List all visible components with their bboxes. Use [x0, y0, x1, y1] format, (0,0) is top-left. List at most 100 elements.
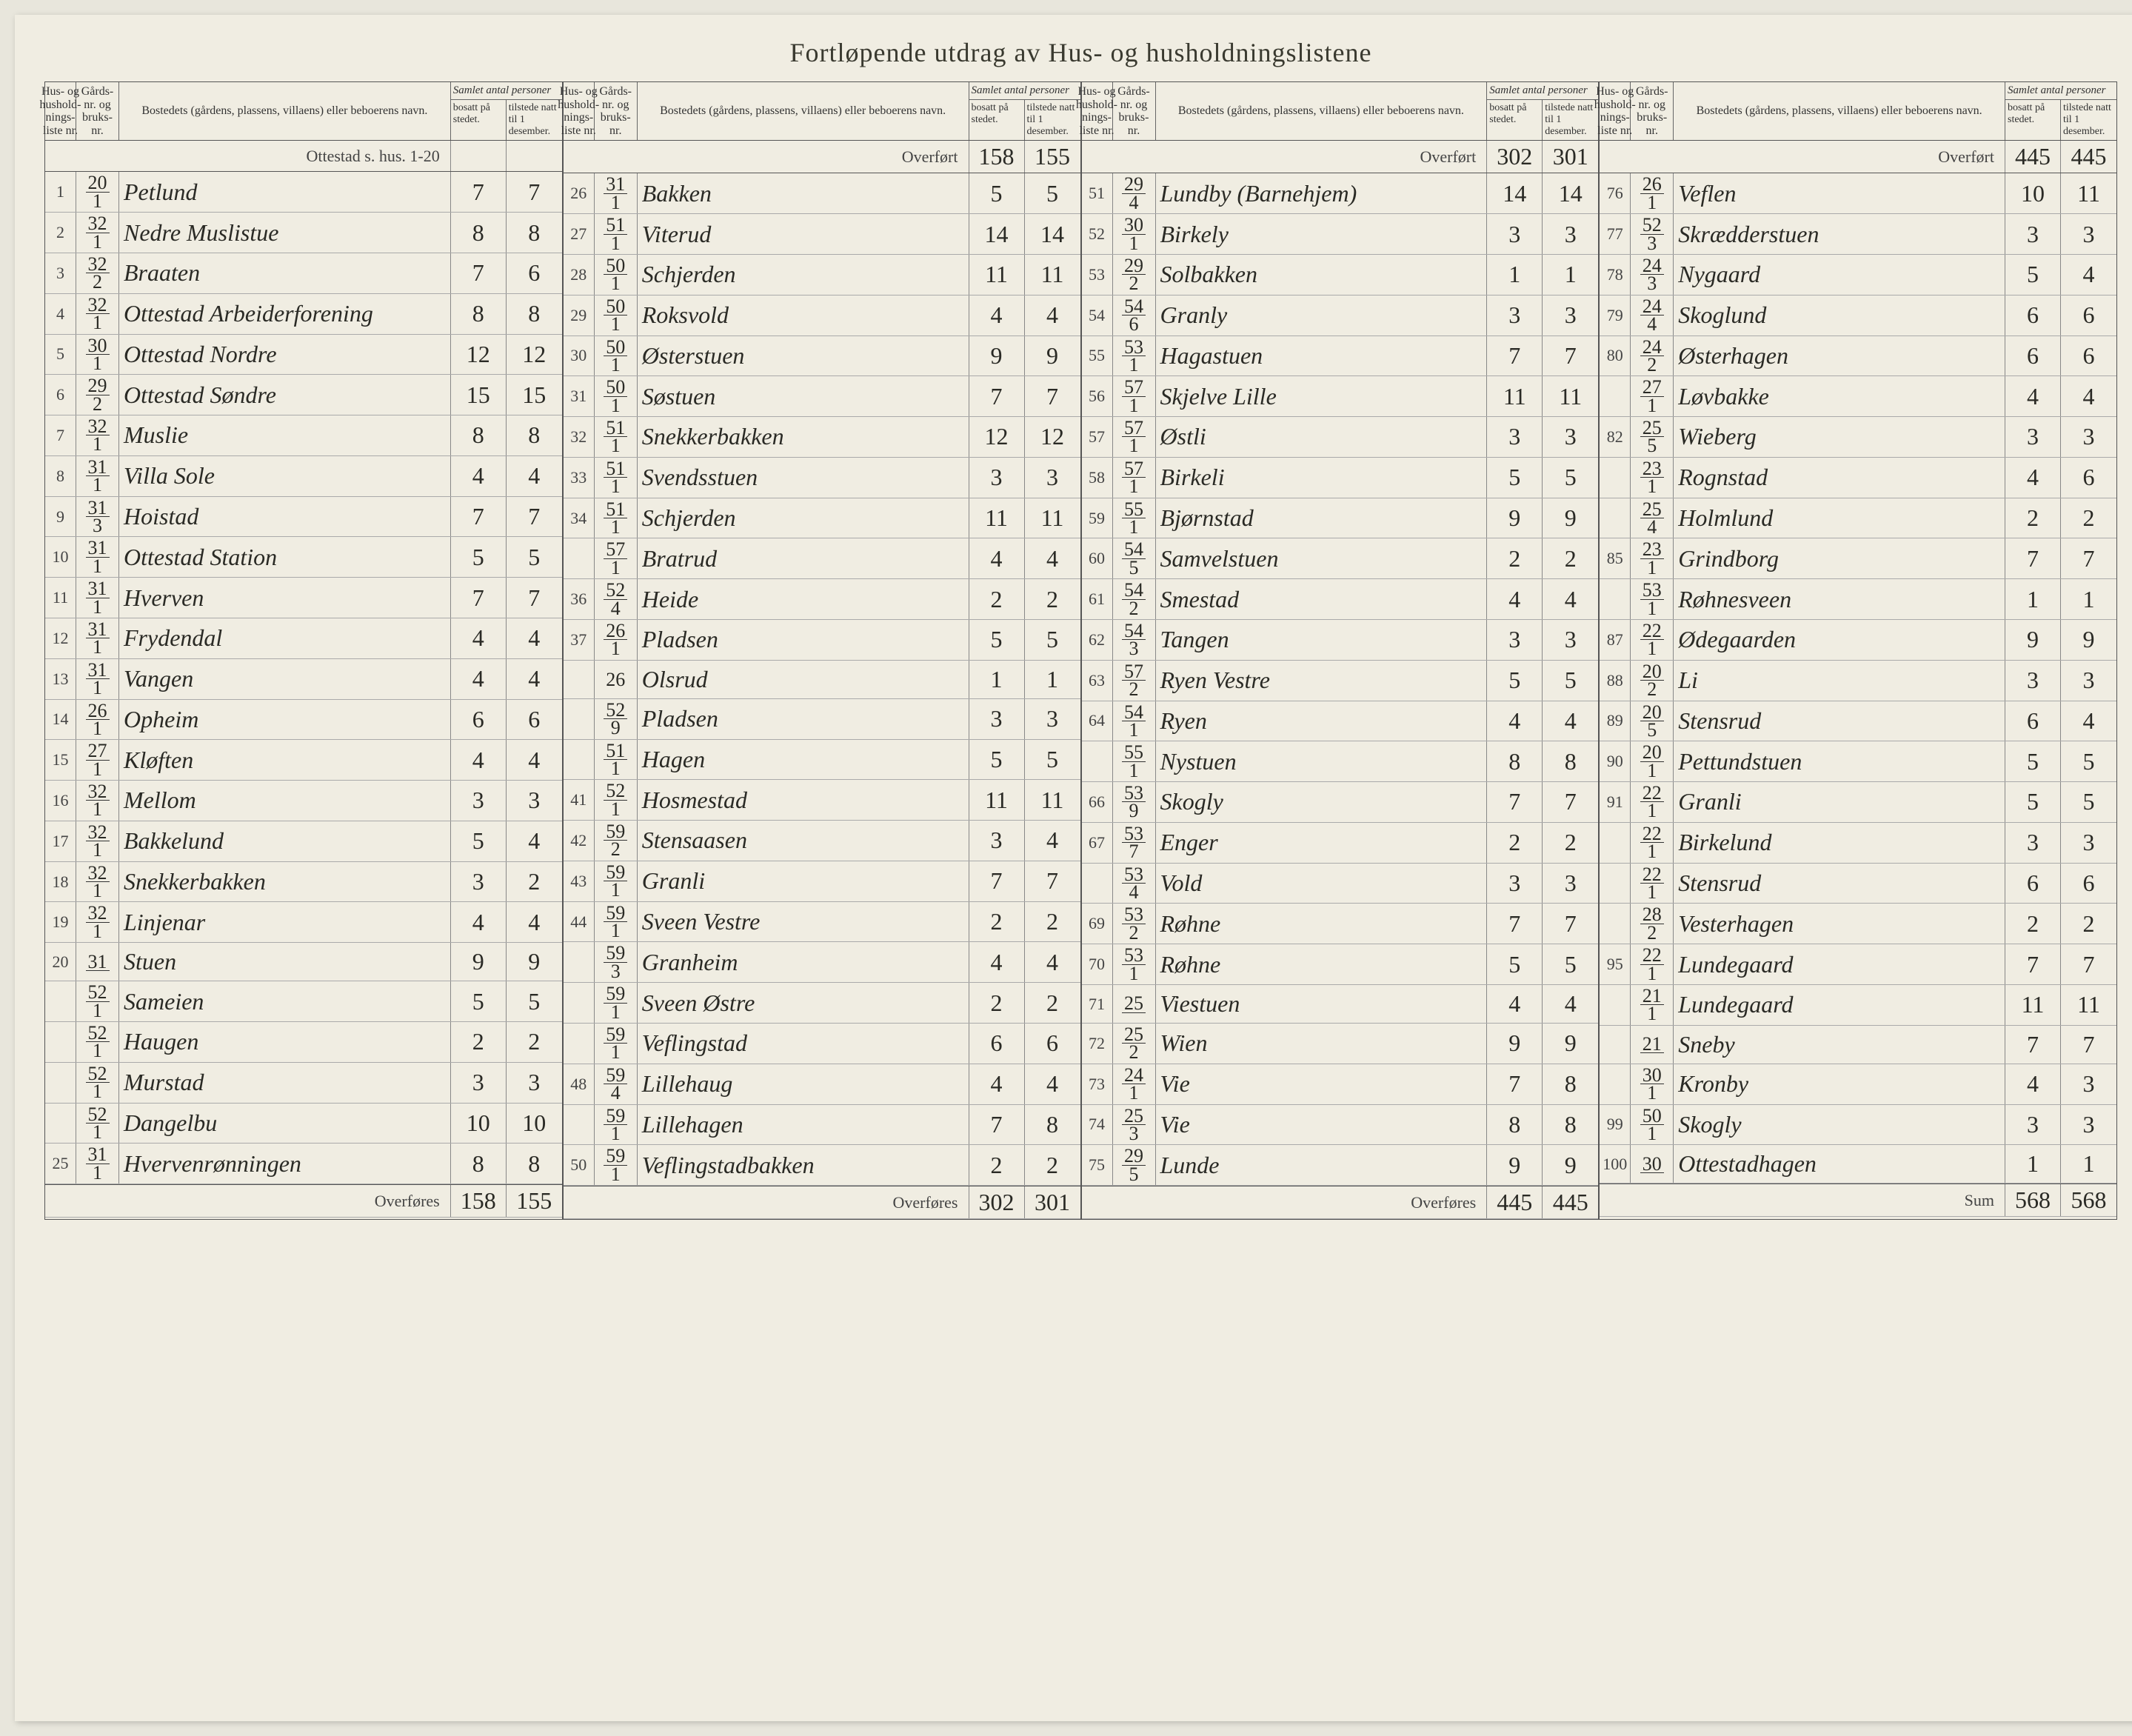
row-number: 32	[564, 417, 595, 457]
bosatt-count: 10	[451, 1104, 507, 1144]
row-number: 20	[45, 943, 76, 981]
bosatt-count: 5	[969, 173, 1025, 213]
row-number: 42	[564, 821, 595, 861]
gards-bruks-nr: 25	[1113, 985, 1156, 1023]
tilstede-count: 7	[507, 497, 562, 537]
census-row: 29 501 Roksvold 4 4	[564, 296, 1080, 336]
gards-bruks-nr: 501	[595, 376, 638, 416]
census-row: 79 244 Skoglund 6 6	[1600, 296, 2116, 336]
census-row: 69 532 Røhne 7 7	[1082, 904, 1599, 944]
tilstede-count: 3	[1543, 296, 1598, 335]
row-number: 90	[1600, 741, 1631, 781]
tilstede-count: 3	[1543, 214, 1598, 254]
column-header: Hus- og hushold-nings-liste nr. Gårds-nr…	[1600, 82, 2116, 141]
census-row: 254 Holmlund 2 2	[1600, 498, 2116, 539]
bosted-name: Ryen	[1156, 701, 1488, 741]
gards-bruks-nr: 221	[1631, 782, 1674, 822]
row-number: 79	[1600, 296, 1631, 335]
gards-bruks-nr: 523	[1631, 214, 1674, 254]
bosted-name: Schjerden	[638, 255, 969, 295]
bosted-name: Hagastuen	[1156, 336, 1488, 376]
gards-bruks-nr: 511	[595, 417, 638, 457]
tilstede-count: 7	[1543, 782, 1598, 822]
row-number: 72	[1082, 1024, 1113, 1064]
bosted-name: Mellom	[119, 781, 451, 821]
row-number: 7	[45, 415, 76, 455]
gards-bruks-nr: 321	[76, 781, 119, 821]
row-number: 100	[1600, 1145, 1631, 1183]
census-row: 76 261 Veflen 10 11	[1600, 173, 2116, 214]
row-number: 88	[1600, 661, 1631, 701]
bosatt-count: 6	[451, 700, 507, 740]
bosted-name: Ottestad Nordre	[119, 335, 451, 375]
bosatt-count: 2	[969, 902, 1025, 942]
bosted-name: Pladsen	[638, 620, 969, 660]
bosatt-count: 2	[2005, 904, 2061, 944]
row-number: 9	[45, 497, 76, 537]
tilstede-count: 4	[1543, 985, 1598, 1023]
tilstede-count: 8	[507, 294, 562, 334]
tilstede-count: 2	[2061, 498, 2116, 538]
row-number	[45, 1022, 76, 1062]
bosted-name: Petlund	[119, 172, 451, 212]
hdr-samlet: Samlet antal personer bosatt på stedet. …	[2005, 82, 2116, 140]
tilstede-count: 4	[507, 740, 562, 780]
gards-bruks-nr: 205	[1631, 701, 1674, 741]
bosted-name: Ottestad Station	[119, 537, 451, 577]
census-row: 221 Stensrud 6 6	[1600, 864, 2116, 904]
row-number	[1600, 985, 1631, 1025]
bosatt-count: 3	[1487, 417, 1543, 457]
row-number	[1600, 864, 1631, 904]
census-row: 57 571 Østli 3 3	[1082, 417, 1599, 458]
gards-bruks-nr: 271	[1631, 376, 1674, 416]
census-row: 100 30 Ottestadhagen 1 1	[1600, 1145, 2116, 1184]
census-row: 271 Løvbakke 4 4	[1600, 376, 2116, 417]
census-row: 531 Røhnesveen 1 1	[1600, 579, 2116, 620]
bosatt-count: 11	[2005, 985, 2061, 1025]
hdr-gards: Gårds-nr. og bruks-nr.	[1113, 82, 1156, 140]
census-row: 48 594 Lillehaug 4 4	[564, 1064, 1080, 1105]
census-row: 61 542 Smestad 4 4	[1082, 579, 1599, 620]
row-number: 66	[1082, 782, 1113, 822]
bosted-name: Skoglund	[1674, 296, 2005, 335]
hdr-liste: Hus- og hushold-nings-liste nr.	[1082, 82, 1113, 140]
tilstede-count: 1	[2061, 579, 2116, 619]
row-number: 30	[564, 336, 595, 376]
row-number: 89	[1600, 701, 1631, 741]
bosted-name: Murstad	[119, 1063, 451, 1103]
gards-bruks-nr: 531	[1113, 944, 1156, 984]
bosatt-count: 5	[1487, 944, 1543, 984]
gards-bruks-nr: 311	[595, 173, 638, 213]
census-row: 67 537 Enger 2 2	[1082, 823, 1599, 864]
bosatt-count: 3	[451, 781, 507, 821]
gards-bruks-nr: 321	[76, 902, 119, 942]
bosted-name: Løvbakke	[1674, 376, 2005, 416]
overfores-row: Overføres 302 301	[564, 1186, 1080, 1219]
bosatt-count: 9	[2005, 620, 2061, 660]
row-number: 3	[45, 253, 76, 293]
tilstede-count: 7	[2061, 944, 2116, 984]
gards-bruks-nr: 231	[1631, 538, 1674, 578]
row-number	[1600, 376, 1631, 416]
census-row: 2 321 Nedre Muslistue 8 8	[45, 213, 562, 253]
gards-bruks-nr: 571	[1113, 458, 1156, 498]
tilstede-count: 6	[2061, 458, 2116, 498]
bosted-name: Granly	[1156, 296, 1488, 335]
census-row: 521 Dangelbu 10 10	[45, 1104, 562, 1144]
bosted-name: Viterud	[638, 214, 969, 254]
tilstede-count: 3	[2061, 1064, 2116, 1104]
row-number: 19	[45, 902, 76, 942]
bosatt-count: 8	[1487, 1105, 1543, 1145]
bosatt-count: 5	[451, 537, 507, 577]
tilstede-count: 11	[1025, 498, 1080, 538]
hdr-samlet: Samlet antal personer bosatt på stedet. …	[1487, 82, 1598, 140]
gards-bruks-nr: 545	[1113, 538, 1156, 578]
bosted-name: Stuen	[119, 943, 451, 981]
census-column-1: Hus- og hushold-nings-liste nr. Gårds-nr…	[44, 81, 563, 1220]
row-number: 2	[45, 213, 76, 253]
gards-bruks-nr: 301	[76, 335, 119, 375]
row-number	[1600, 498, 1631, 538]
tilstede-count: 9	[507, 943, 562, 981]
bosted-name: Hagen	[638, 740, 969, 780]
tilstede-count: 4	[1543, 579, 1598, 619]
